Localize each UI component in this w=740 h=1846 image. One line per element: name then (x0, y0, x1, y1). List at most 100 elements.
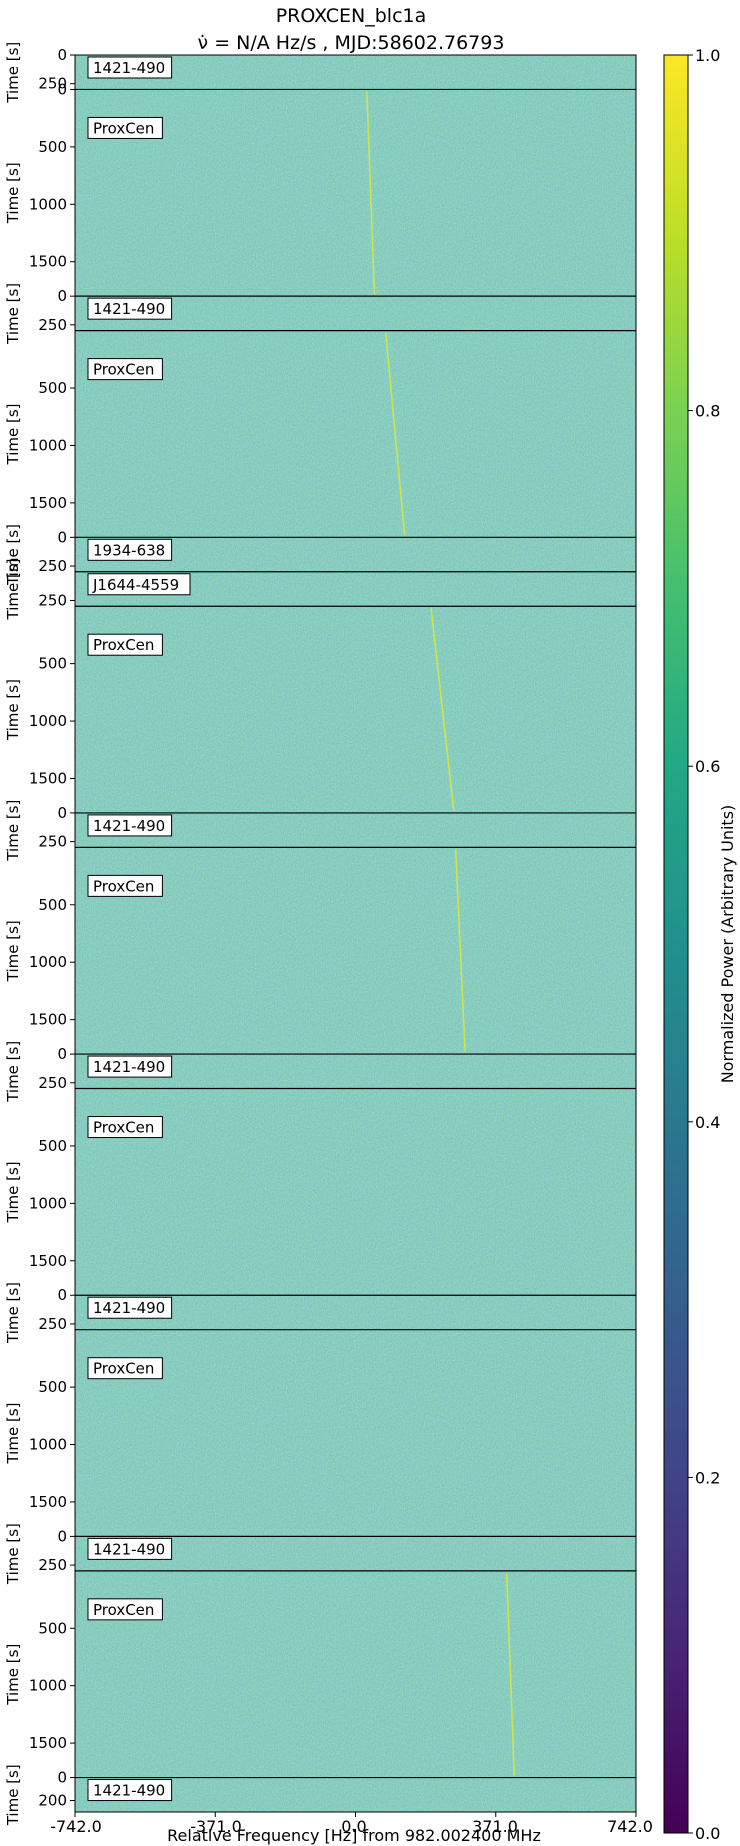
y-axis-label: Time [s] (4, 162, 22, 224)
panel-label-text: ProxCen (93, 877, 154, 895)
panel-label: 1421-490 (87, 297, 173, 320)
panel-label-box (87, 1357, 163, 1380)
y-tick-label: 0 (57, 1527, 67, 1545)
colorbar-tick-label: 0.4 (695, 1113, 720, 1132)
panel-11: ProxCen 500 1000 1500 Time [s] (4, 1087, 636, 1270)
panel-label: 1421-490 (87, 814, 173, 837)
panel-label-text: 1421-490 (93, 1782, 165, 1800)
y-tick-label: 1500 (29, 1011, 67, 1029)
panel-8: 1421-490 0 250 Time [s] (4, 800, 636, 862)
y-tick-label: 500 (38, 379, 67, 397)
y-axis-label: Time [s] (4, 42, 22, 104)
y-tick-label: 1000 (29, 436, 67, 454)
panel-label-text: 1421-490 (93, 1299, 165, 1317)
panel-label-text: 1421-490 (93, 300, 165, 318)
panel-12: 1421-490 0 250 Time [s] (4, 1282, 636, 1344)
y-axis-label: Time [s] (4, 1764, 22, 1826)
y-tick-label: 250 (38, 75, 67, 93)
chart-title: PROXCEN_blc1a (276, 5, 427, 27)
y-tick-label: 1000 (29, 712, 67, 730)
panel-label-text: 1421-490 (93, 1540, 165, 1558)
panel-label: ProxCen (87, 1116, 163, 1139)
y-axis-label: Time [s] (4, 1041, 22, 1103)
panel-16: 1421-490 0 200 Time [s] (4, 1764, 636, 1826)
y-tick-label: 1000 (29, 953, 67, 971)
y-tick-label: 1500 (29, 253, 67, 271)
panel-label-box (87, 874, 163, 897)
panel-3: 1421-490 0 250 Time [s] (4, 283, 636, 345)
y-tick-label: 1000 (29, 195, 67, 213)
panel-label: 1421-490 (87, 56, 173, 79)
y-tick-label: 250 (38, 1074, 67, 1092)
panel-label-box (87, 1116, 163, 1139)
colorbar-gradient (663, 54, 689, 1834)
y-tick-label: 250 (38, 833, 67, 851)
waterfall-image (75, 55, 636, 1812)
drift-signal-line (454, 849, 466, 1053)
panel-label-text: 1934-638 (93, 541, 165, 559)
y-tick-label: 0 (57, 46, 67, 64)
panel-label-box (87, 814, 173, 837)
panel-label-text: ProxCen (93, 1119, 154, 1137)
panel-label-box (87, 116, 163, 139)
x-tick-label: -371.0 (190, 1817, 242, 1836)
y-tick-label: 500 (38, 896, 67, 914)
y-tick-label: 0 (57, 287, 67, 305)
panel-label: ProxCen (87, 1357, 163, 1380)
panel-label: 1934-638 (87, 538, 173, 561)
y-axis-label: Time [s] (4, 1282, 22, 1344)
colorbar-tick-label: 0.8 (695, 402, 720, 421)
y-tick-label: 0 (57, 1286, 67, 1304)
panel-label: J1644-4559 (87, 573, 191, 596)
panel-label: ProxCen (87, 358, 163, 381)
colorbar-tick-label: 0.2 (695, 1468, 720, 1487)
panel-label-box (87, 538, 173, 561)
y-tick-label: 1500 (29, 1734, 67, 1752)
colorbar-label: Normalized Power (Arbitrary Units) (718, 805, 737, 1084)
panel-label-box (87, 1055, 173, 1078)
panel-label-box (87, 633, 163, 656)
panel-label: ProxCen (87, 874, 163, 897)
panel-4: ProxCen 500 1000 1500 Time [s] (4, 330, 636, 536)
x-tick-label: 371.0 (472, 1817, 518, 1836)
y-axis-label: Time [s] (4, 920, 22, 982)
panel-label: 1421-490 (87, 1055, 173, 1078)
y-tick-label: 0 (57, 80, 67, 98)
y-tick-label: 0 (57, 1769, 67, 1787)
panel-6: J1644-4559 250 Time [s] (4, 558, 636, 620)
panel-label-text: ProxCen (93, 1601, 154, 1619)
drift-signal-line (366, 91, 376, 295)
y-tick-label: 500 (38, 138, 67, 156)
y-axis-label: Time [s] (4, 1403, 22, 1465)
y-tick-label: 0 (57, 528, 67, 546)
x-tick-label: 742.0 (607, 1817, 653, 1836)
y-tick-label: 500 (38, 1378, 67, 1396)
y-axis-label: Time [s] (4, 558, 22, 620)
y-tick-label: 1500 (29, 769, 67, 787)
panel-15: ProxCen 500 1000 1500 Time [s] (4, 1570, 636, 1776)
drift-signal-line (384, 332, 406, 536)
panel-label-text: 1421-490 (93, 59, 165, 77)
y-tick-label: 500 (38, 655, 67, 673)
panel-label: 1421-490 (87, 1537, 173, 1560)
y-tick-label: 250 (38, 1556, 67, 1574)
y-tick-label: 250 (38, 591, 67, 609)
y-axis-label: Time [s] (4, 524, 22, 586)
panel-label-box (87, 358, 163, 381)
y-tick-label: 1500 (29, 494, 67, 512)
panel-2: ProxCen 0 500 1000 1500 Time [s] (4, 80, 636, 295)
panel-13: ProxCen 500 1000 1500 Time [s] (4, 1329, 636, 1511)
y-tick-label: 1500 (29, 1493, 67, 1511)
panel-label-box (87, 1598, 163, 1621)
panel-label-text: J1644-4559 (92, 576, 179, 594)
y-tick-label: 1500 (29, 1252, 67, 1270)
drift-signal-line (505, 1572, 516, 1776)
y-axis-label: Time [s] (4, 800, 22, 862)
y-tick-label: 1000 (29, 1194, 67, 1212)
drift-signal-line (430, 608, 455, 812)
panel-14: 1421-490 0 250 Time [s] (4, 1523, 636, 1585)
chart-subtitle: ν̇ = N/A Hz/s , MJD:58602.76793 (198, 32, 505, 54)
